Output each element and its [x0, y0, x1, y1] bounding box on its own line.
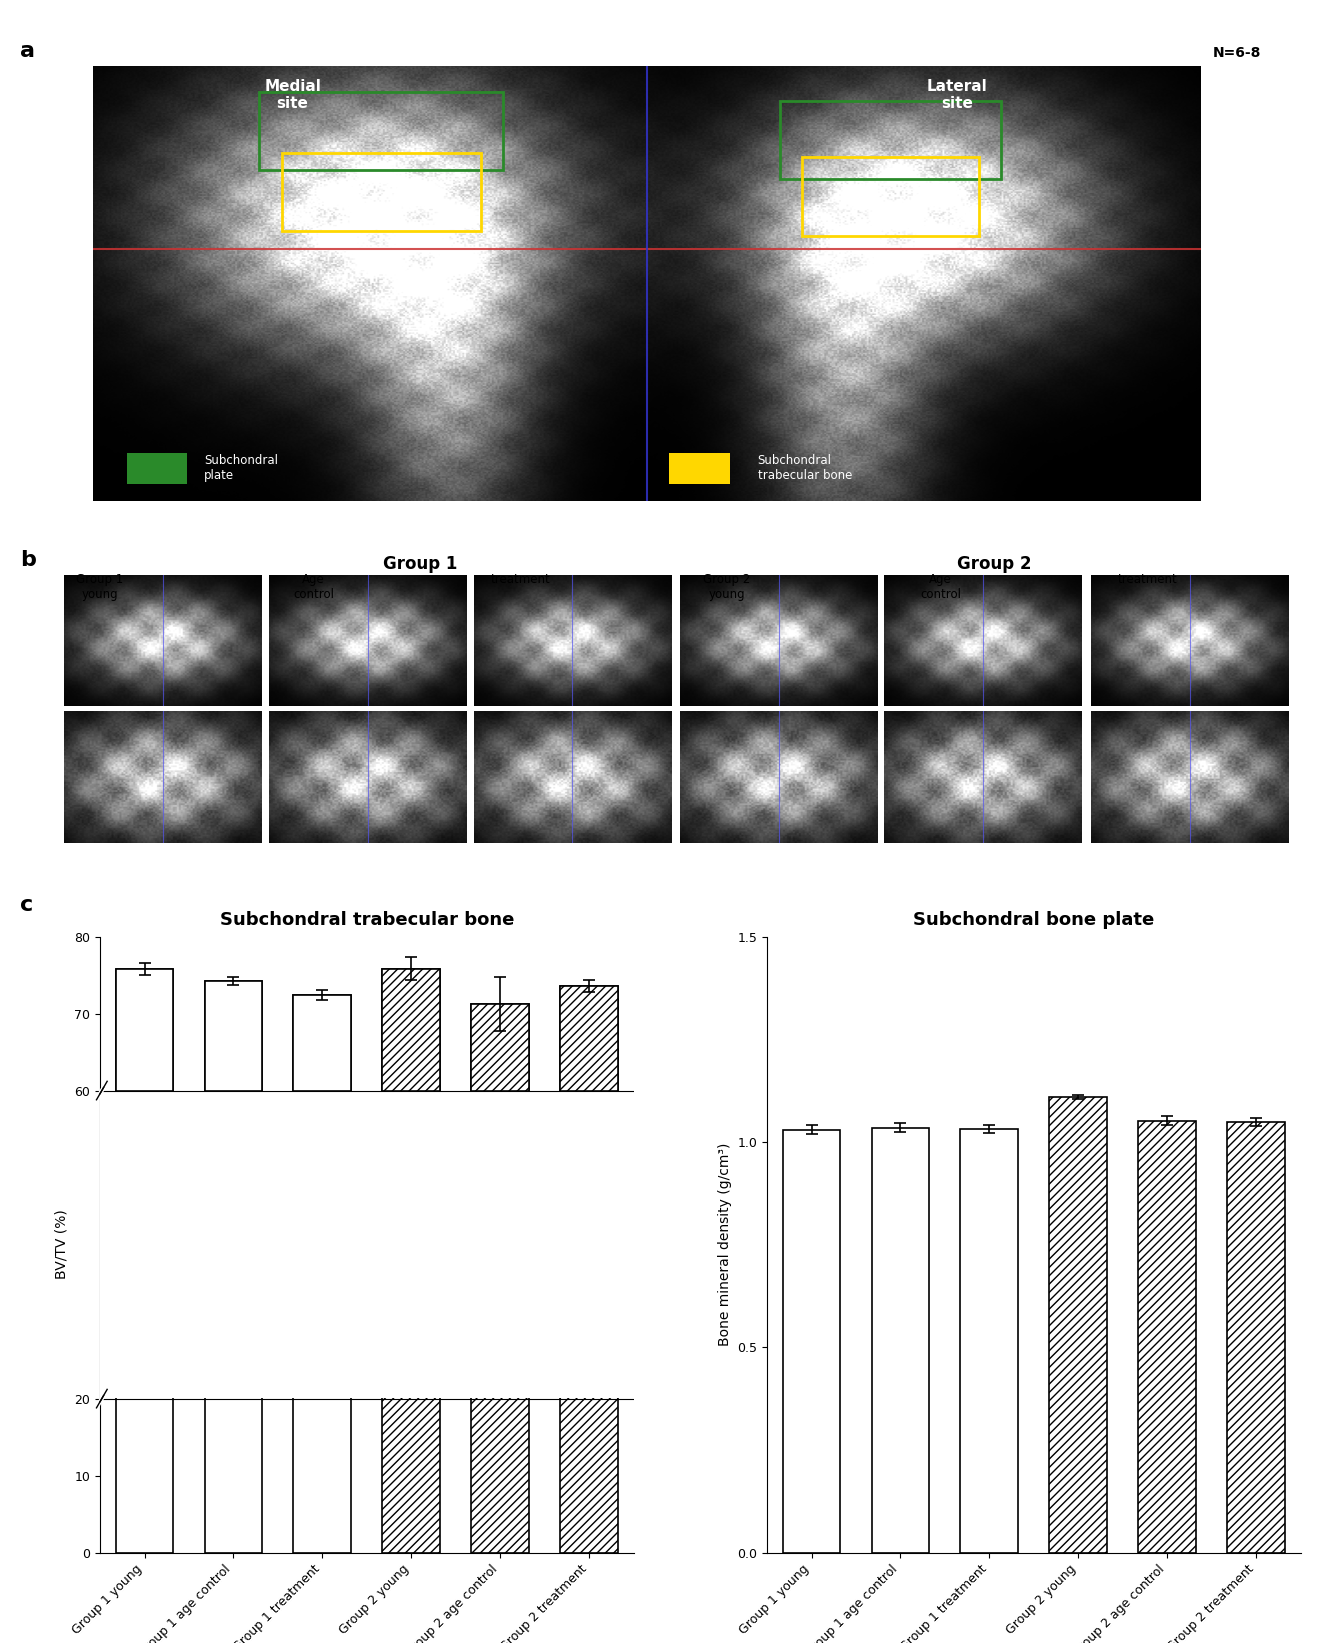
Text: Group 2: Group 2: [956, 555, 1031, 573]
Bar: [204, 981, 263, 1553]
Bar: [1227, 1122, 1285, 1553]
Bar: [383, 969, 440, 1091]
Bar: [670, 453, 730, 483]
Bar: [871, 1127, 930, 1553]
Bar: [383, 969, 440, 1553]
Text: Group 1
young: Group 1 young: [76, 573, 124, 601]
Bar: [91, 1091, 670, 1398]
Text: Subchondral
plate: Subchondral plate: [204, 455, 277, 483]
Text: Group 2
young: Group 2 young: [703, 573, 751, 601]
Text: Subchondral
trabecular bone: Subchondral trabecular bone: [758, 455, 852, 483]
Y-axis label: BV/TV (%): BV/TV (%): [55, 1209, 69, 1280]
Bar: [293, 996, 351, 1553]
Text: Age
control: Age control: [293, 573, 334, 601]
Text: Lateral
site: Lateral site: [927, 79, 987, 112]
Bar: [293, 996, 351, 1091]
Bar: [204, 981, 263, 1091]
Bar: [127, 453, 188, 483]
Bar: [259, 92, 503, 171]
Text: Medial
site: Medial site: [264, 79, 321, 112]
Bar: [116, 969, 173, 1091]
Bar: [780, 100, 1002, 179]
Bar: [1138, 1121, 1197, 1553]
Text: Age
control: Age control: [920, 573, 960, 601]
Bar: [116, 969, 173, 1553]
Bar: [471, 1004, 530, 1091]
Bar: [802, 158, 979, 235]
Title: Subchondral trabecular bone: Subchondral trabecular bone: [220, 912, 514, 930]
Text: treatment: treatment: [1118, 573, 1177, 587]
Bar: [560, 986, 618, 1553]
Bar: [471, 1004, 530, 1553]
Bar: [960, 1129, 1018, 1553]
Y-axis label: Bone mineral density (g/cm³): Bone mineral density (g/cm³): [718, 1144, 732, 1346]
Text: N=6-8: N=6-8: [1213, 46, 1261, 61]
Text: a: a: [20, 41, 35, 61]
Bar: [281, 153, 480, 232]
Text: treatment: treatment: [491, 573, 550, 587]
Bar: [783, 1130, 840, 1553]
Text: c: c: [20, 895, 33, 915]
Bar: [560, 986, 618, 1091]
Bar: [1050, 1098, 1107, 1553]
Text: b: b: [20, 550, 36, 570]
Title: Subchondral bone plate: Subchondral bone plate: [914, 912, 1154, 930]
Text: Group 1: Group 1: [383, 555, 458, 573]
